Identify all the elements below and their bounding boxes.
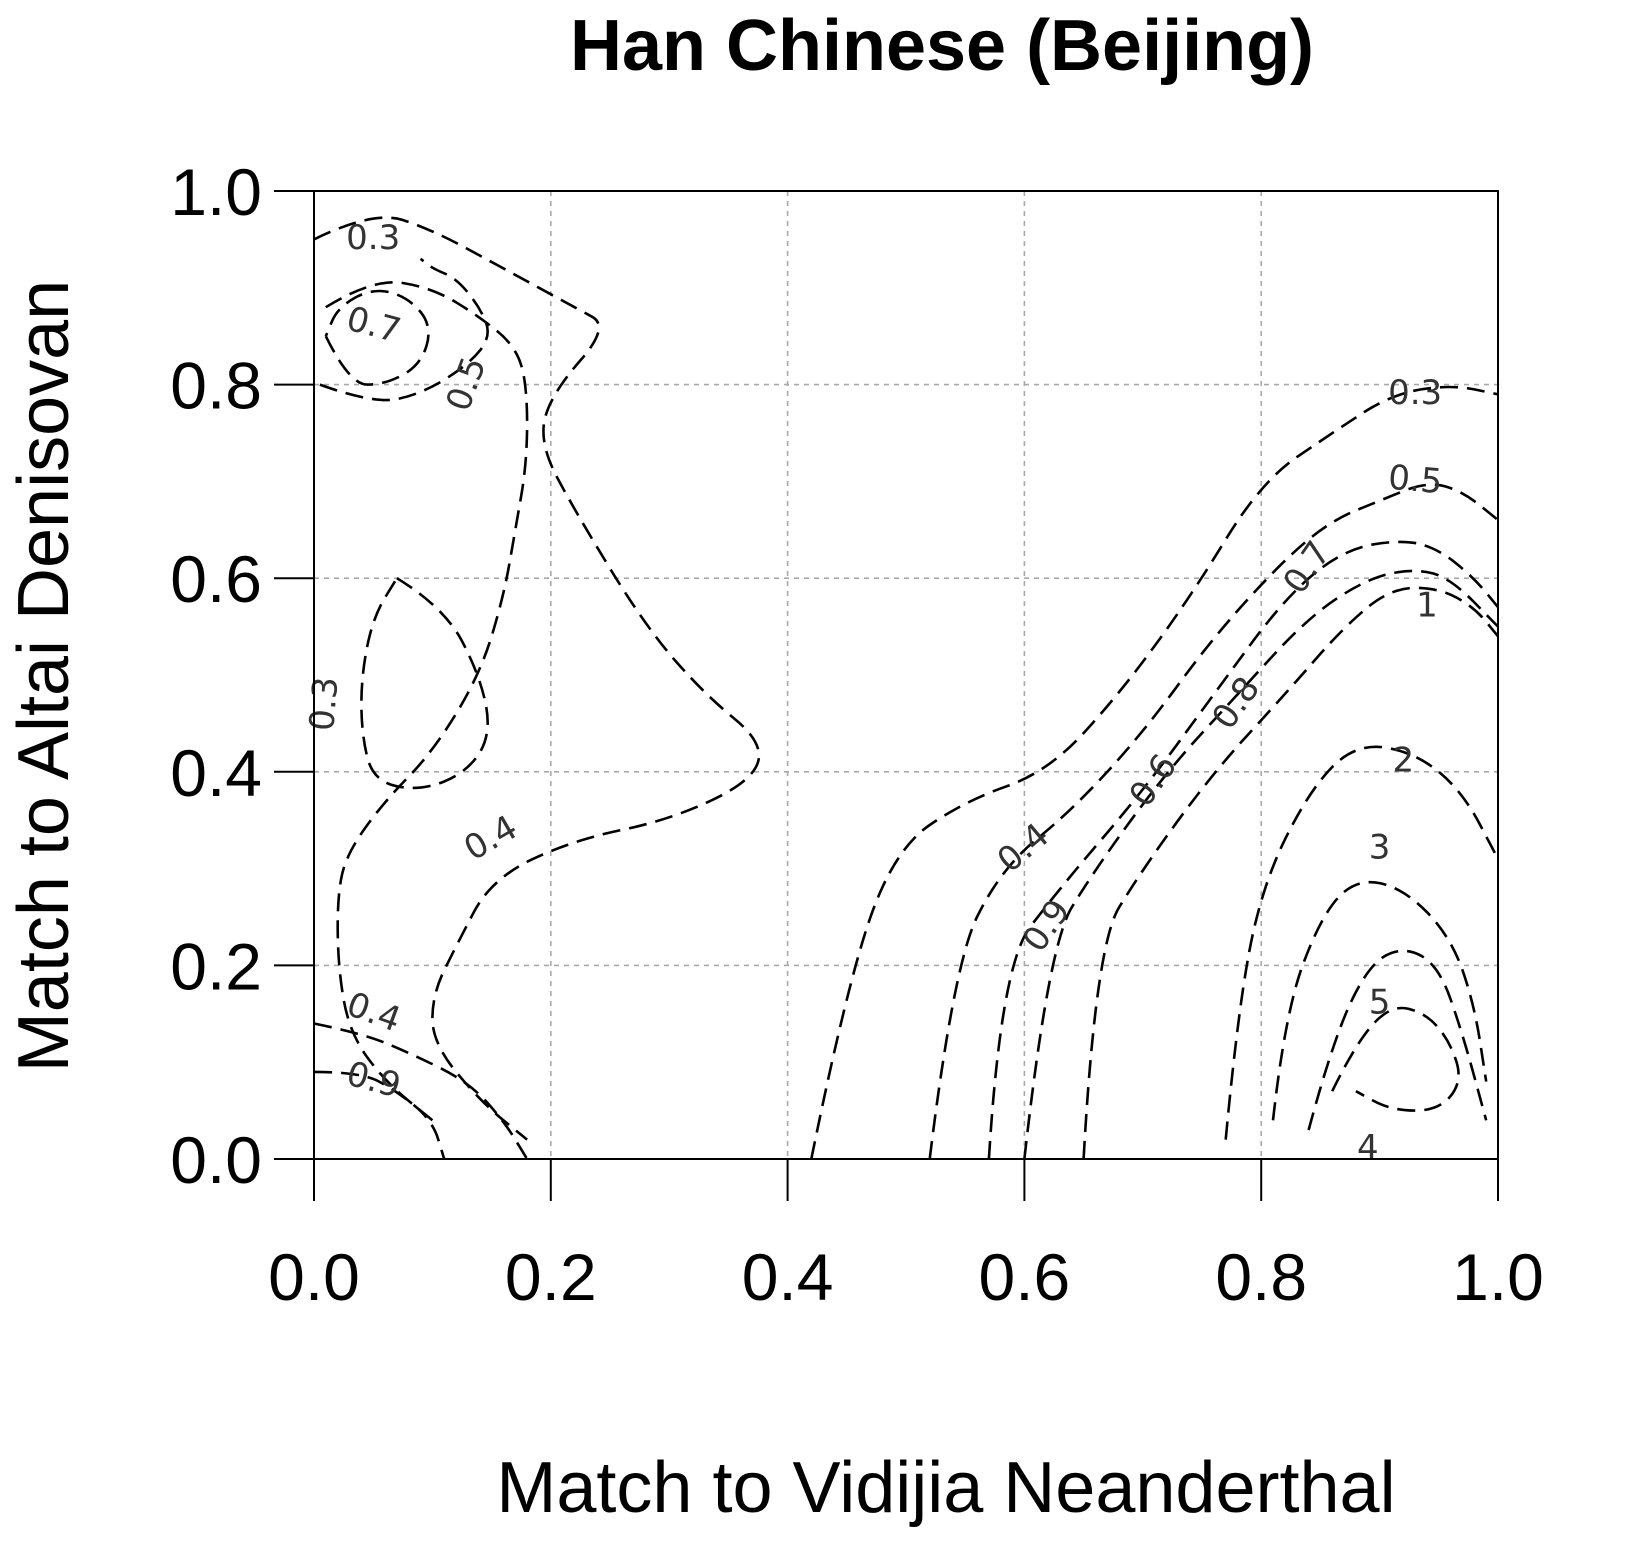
x-axis: 0.0 0.2 0.4 0.6 0.8 1.0 [268, 1159, 1544, 1314]
contour-line-0.9 [313, 1070, 446, 1160]
contour-label: 0.3 [1388, 373, 1442, 413]
chart-title: Han Chinese (Beijing) [570, 6, 1314, 86]
contour-label: 0.8 [1204, 670, 1268, 737]
contour-line-1 [1082, 586, 1500, 1160]
contour-label: 0.7 [342, 299, 405, 352]
contour-label: 0.5 [1387, 458, 1444, 503]
contour-label: 0.7 [1275, 534, 1339, 601]
contour-label: 2 [1392, 741, 1414, 781]
contour-line-0.7 [324, 289, 430, 386]
contour-line-0.3 [313, 216, 761, 1141]
contour-lines [313, 216, 1500, 1160]
y-tick-label: 0.8 [170, 349, 262, 423]
contour-label: 5 [1369, 983, 1391, 1023]
contour-line-0.5 [319, 257, 489, 402]
contour-line-0.8 [1023, 569, 1499, 1160]
contour-line-0.3--inner- [360, 577, 489, 790]
x-axis-label: Match to Vidijia Neanderthal [496, 1448, 1395, 1528]
x-tick-label: 0.4 [742, 1240, 834, 1314]
contour-label: 3 [1369, 828, 1391, 868]
contour-label: 0.5 [438, 352, 494, 416]
contour-label: 0.6 [1122, 747, 1186, 814]
contour-line-0.5 [928, 483, 1499, 1160]
contour-line-2 [1224, 745, 1500, 1140]
contour-label: 0.9 [342, 1054, 405, 1107]
contour-labels: 0.30.70.50.30.40.40.90.30.50.710.80.60.4… [302, 218, 1444, 1168]
plot-frame [313, 190, 1499, 1160]
y-tick-label: 1.0 [170, 155, 262, 229]
y-tick-label: 0.4 [170, 736, 262, 810]
contour-label: 0.4 [990, 815, 1057, 880]
x-tick-label: 1.0 [1452, 1240, 1544, 1314]
contour-line-3 [1271, 880, 1488, 1121]
y-axis: 0.0 0.2 0.4 0.6 0.8 1.0 [170, 155, 314, 1197]
contour-label: 0.4 [457, 807, 524, 869]
x-tick-label: 0.0 [268, 1240, 360, 1314]
y-axis-label: Match to Altai Denisovan [4, 280, 84, 1072]
contour-line-4 [1307, 949, 1488, 1131]
contour-label: 0.3 [346, 218, 400, 258]
contour-line-0.4 [325, 281, 529, 1122]
y-tick-label: 0.2 [170, 929, 262, 1003]
x-tick-label: 0.8 [1215, 1240, 1307, 1314]
x-tick-label: 0.2 [505, 1240, 597, 1314]
contour-line-0.7 [987, 540, 1500, 1160]
contour-line-0.3 [810, 385, 1499, 1160]
contour-line-5 [1331, 1006, 1460, 1112]
x-tick-label: 0.6 [979, 1240, 1071, 1314]
y-tick-label: 0.0 [170, 1123, 262, 1197]
grid [314, 191, 1498, 1159]
contour-label: 4 [1357, 1128, 1379, 1168]
contour-label: 0.3 [302, 675, 347, 732]
y-tick-label: 0.6 [170, 542, 262, 616]
contour-label: 1 [1416, 586, 1438, 626]
